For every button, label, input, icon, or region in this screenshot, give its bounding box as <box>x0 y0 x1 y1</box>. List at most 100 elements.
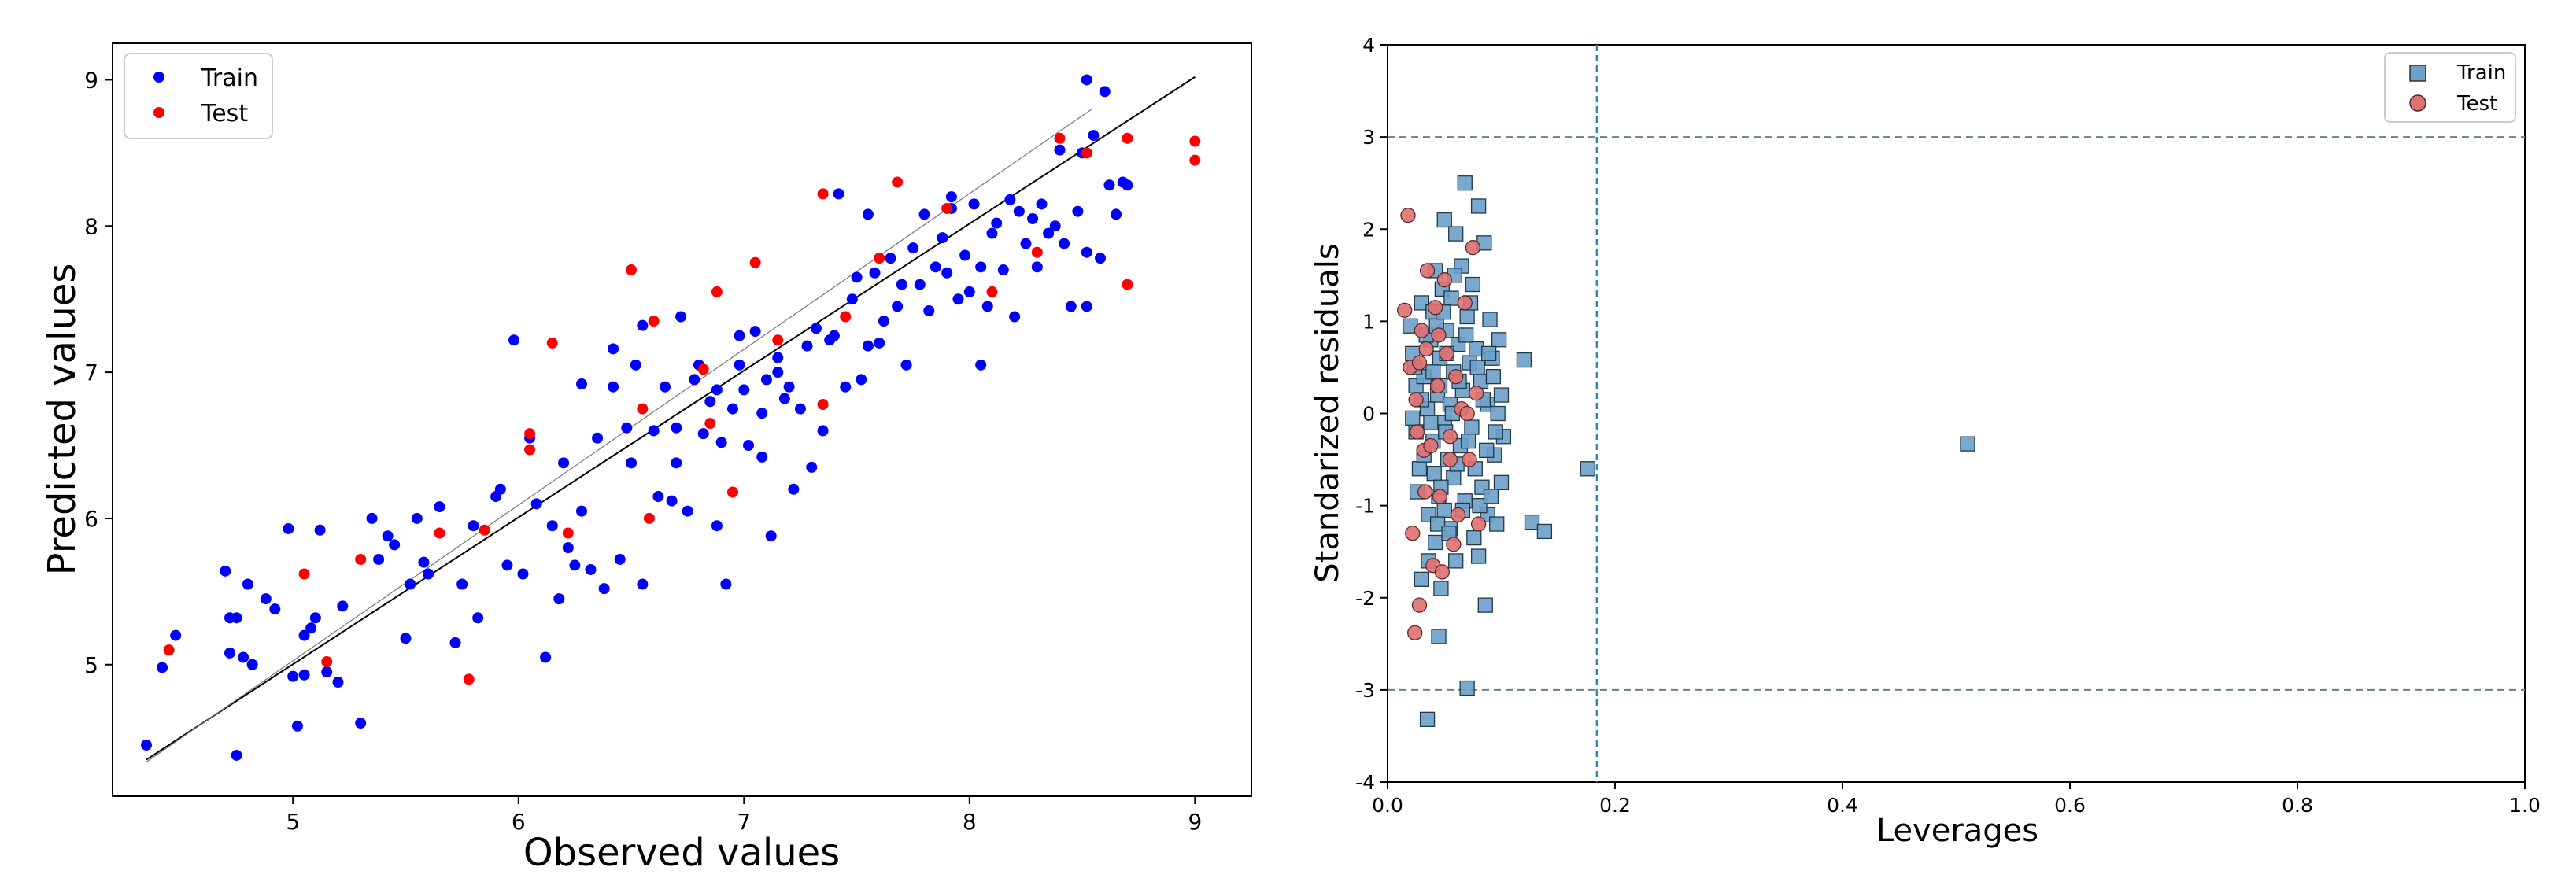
train-point <box>946 191 957 202</box>
right-y-tick-label: 3 <box>1362 126 1375 149</box>
test-point <box>1410 425 1425 439</box>
train-point <box>569 559 580 570</box>
train-point <box>1462 434 1476 448</box>
train-point <box>738 384 749 395</box>
train-point <box>734 360 745 371</box>
train-point <box>856 374 867 385</box>
train-point <box>959 249 970 260</box>
train-point <box>885 253 896 264</box>
test-point <box>1428 301 1443 315</box>
train-point <box>1054 145 1065 156</box>
train-point <box>829 330 840 341</box>
train-point <box>531 498 542 509</box>
train-point <box>901 360 912 371</box>
test-point <box>1432 489 1447 504</box>
right-x-tick-label: 0.0 <box>1372 794 1403 817</box>
train-point <box>1961 437 1975 451</box>
train-point <box>405 579 416 590</box>
train-point <box>1009 311 1020 322</box>
train-point <box>1103 179 1114 190</box>
test-point <box>649 316 660 327</box>
train-point <box>1100 86 1111 97</box>
train-point <box>615 554 626 565</box>
right-y-tick-label: -3 <box>1355 679 1375 702</box>
test-point <box>1451 507 1465 522</box>
test-point <box>547 338 558 349</box>
train-point <box>660 382 671 393</box>
test-point <box>840 311 851 322</box>
train-point <box>1495 388 1509 402</box>
train-point <box>1426 365 1440 379</box>
train-point <box>1081 301 1092 312</box>
test-point <box>1419 342 1433 356</box>
right-legend-train-label: Train <box>2456 61 2506 85</box>
test-point <box>1412 356 1426 370</box>
train-point <box>1480 443 1494 457</box>
train-point <box>1478 598 1492 612</box>
train-point <box>1465 278 1480 292</box>
train-point <box>1537 524 1551 538</box>
test-point <box>711 286 723 297</box>
test-point <box>1458 296 1472 310</box>
test-point <box>637 404 648 415</box>
test-point <box>874 253 885 264</box>
train-point <box>1472 199 1486 213</box>
train-point <box>698 428 709 439</box>
train-point <box>242 579 253 590</box>
train-point <box>982 301 993 312</box>
test-point <box>1435 565 1449 579</box>
train-point <box>508 334 519 345</box>
train-point <box>1424 415 1438 430</box>
train-point <box>1414 572 1428 586</box>
test-point <box>524 445 535 456</box>
train-point <box>1095 253 1106 264</box>
test-point <box>644 513 655 524</box>
train-point <box>501 559 512 570</box>
train-point <box>287 671 298 682</box>
train-point <box>975 261 986 272</box>
train-point <box>269 603 280 614</box>
train-point <box>1449 554 1463 568</box>
train-point <box>1483 312 1497 327</box>
test-point <box>1408 625 1422 640</box>
train-point <box>750 326 761 337</box>
train-point <box>964 286 975 297</box>
train-point <box>766 530 777 541</box>
train-point <box>630 360 641 371</box>
train-point <box>896 279 907 290</box>
train-point <box>652 491 663 502</box>
test-point <box>1189 136 1200 147</box>
train-point <box>637 579 648 590</box>
left-y-tick-label: 9 <box>84 67 98 93</box>
test-point <box>941 203 952 214</box>
train-point <box>310 612 321 623</box>
test-point <box>986 286 997 297</box>
train-point <box>991 218 1002 229</box>
train-point <box>558 457 569 468</box>
train-point <box>1460 681 1474 696</box>
train-point <box>456 579 468 590</box>
train-point <box>833 188 844 199</box>
train-point <box>540 651 551 662</box>
train-point <box>802 341 813 352</box>
test-point <box>1443 430 1457 444</box>
test-point <box>626 264 637 275</box>
train-point <box>930 261 941 272</box>
left-legend-test-label: Test <box>201 100 248 127</box>
test-point <box>1424 438 1438 452</box>
test-point <box>1122 279 1133 290</box>
right-y-tick-label: 1 <box>1362 310 1375 333</box>
test-point <box>1122 133 1133 144</box>
train-point <box>716 437 727 448</box>
train-point <box>170 630 181 641</box>
train-point <box>1111 208 1122 220</box>
train-point <box>1027 213 1038 224</box>
train-point <box>1434 581 1448 596</box>
test-point <box>524 428 535 439</box>
test-point <box>1401 208 1415 223</box>
right-x-tick-label: 0.8 <box>2282 794 2313 817</box>
train-point <box>953 293 964 304</box>
train-point <box>907 242 918 253</box>
train-point <box>720 579 731 590</box>
test-point <box>1081 147 1092 158</box>
